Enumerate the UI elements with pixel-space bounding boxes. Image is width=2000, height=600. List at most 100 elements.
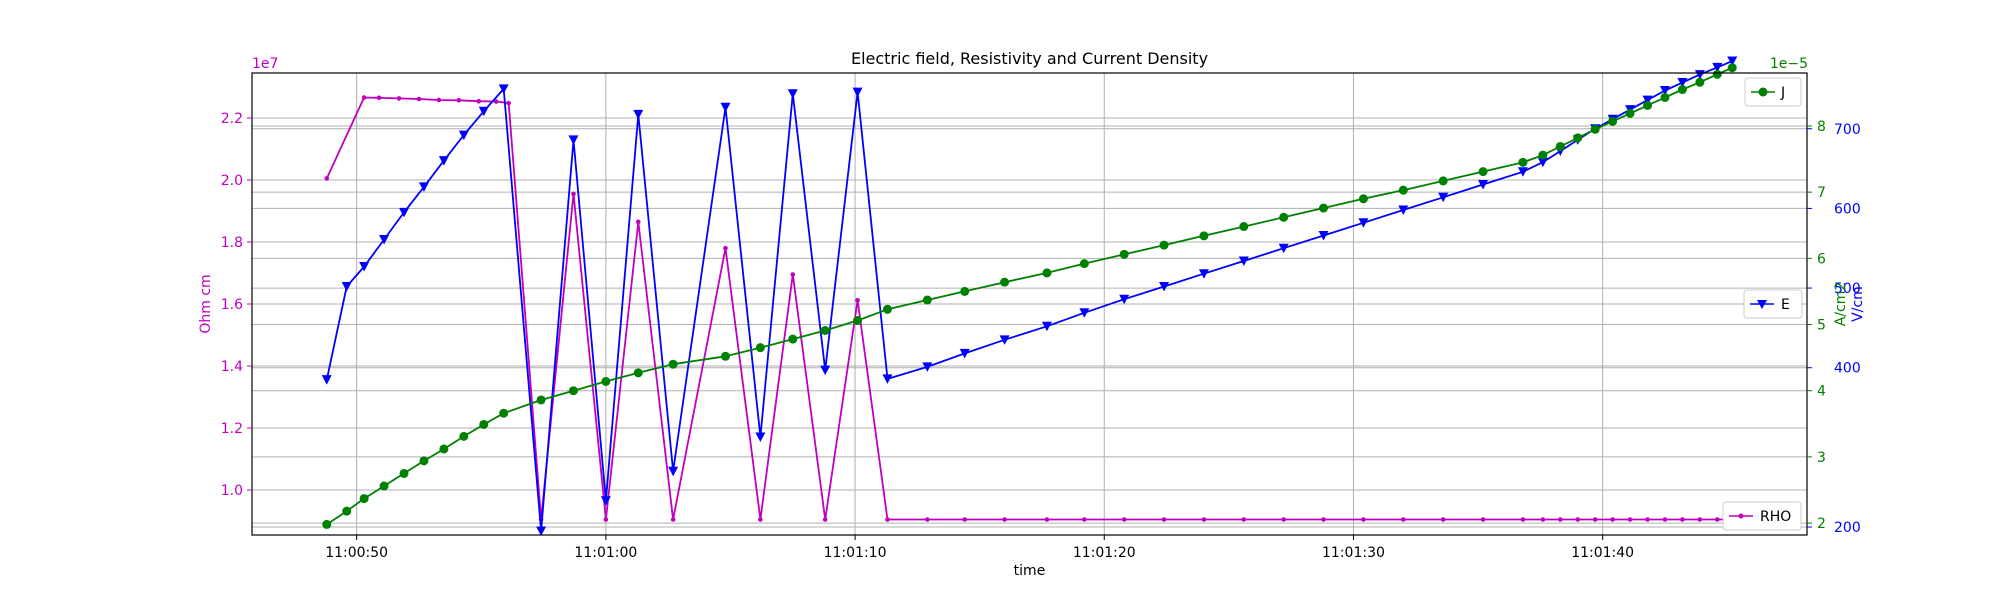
series-rho-point — [1575, 517, 1581, 522]
series-e-point — [1318, 230, 1329, 241]
series-j-point — [668, 359, 678, 369]
series-rho-point — [1714, 517, 1720, 522]
j-tick-label: 4 — [1817, 384, 1826, 400]
series-rho-point — [1201, 517, 1207, 522]
series-e-point — [341, 281, 352, 292]
x-tick-label: 11:01:00 — [574, 545, 637, 561]
j-tick-label: 5 — [1817, 318, 1826, 334]
legend-j-label: J — [1780, 85, 1785, 101]
j-tick-label: 3 — [1817, 450, 1826, 466]
series-rho-point — [822, 517, 828, 522]
j-tick-label: 8 — [1817, 119, 1826, 135]
series-e-point — [1198, 269, 1209, 279]
series-rho-point — [758, 517, 763, 522]
j-scale-label: 1e−5 — [1770, 56, 1808, 72]
series-e-point — [668, 466, 679, 477]
series-e-point — [498, 84, 509, 94]
j-tick-label: 6 — [1817, 251, 1826, 267]
series-rho-point — [376, 95, 382, 101]
series-e-point — [600, 496, 611, 506]
series-rho-point — [1002, 517, 1007, 522]
series-rho-point — [476, 98, 482, 104]
series-j-point — [755, 343, 765, 353]
series-e-point — [720, 102, 731, 113]
x-tick-label: 11:01:20 — [1073, 545, 1136, 561]
j-tick-label: 2 — [1817, 516, 1826, 532]
series-j-point — [1590, 124, 1600, 134]
x-tick-label: 11:01:10 — [824, 545, 887, 561]
legend-j-swatch-marker — [1758, 87, 1768, 97]
series-e-point — [1727, 56, 1738, 67]
series-j-point — [399, 468, 409, 478]
series-rho-point — [1241, 517, 1247, 522]
series-rho-point — [416, 96, 422, 102]
series-e-point — [1119, 294, 1130, 305]
series-rho-point — [1400, 517, 1406, 522]
series-rho-point — [1161, 517, 1167, 522]
rho-tick-label: 2.2 — [221, 111, 243, 127]
series-rho-point — [1697, 517, 1703, 522]
e-tick-label: 400 — [1834, 361, 1861, 377]
series-j-point — [419, 456, 429, 466]
x-tick-label: 11:01:40 — [1571, 545, 1634, 561]
series-rho-point — [1440, 517, 1446, 522]
series-rho-point — [925, 517, 930, 522]
series-rho-point — [361, 95, 367, 100]
series-j-point — [1358, 194, 1368, 204]
series-j-point — [1695, 77, 1705, 87]
series-j-point — [359, 494, 369, 504]
series-e-point — [1079, 308, 1090, 318]
series-j-point — [1042, 268, 1052, 278]
series-e-point — [820, 365, 831, 376]
series-j-point — [1677, 85, 1687, 95]
series-rho-point — [603, 517, 609, 522]
series-j-point — [1643, 100, 1653, 110]
rho-tick-label: 1.6 — [221, 297, 243, 313]
x-axis-label: time — [1014, 563, 1046, 579]
series-rho-point — [436, 97, 442, 103]
series-j-point — [788, 334, 798, 344]
axes-layer: 11:00:50 11:01:00 11:01:10 11:01:20 11:01:30… — [221, 111, 1861, 561]
series-e-point — [1041, 321, 1052, 332]
series-e-point — [1712, 62, 1723, 73]
series-rho-point — [1281, 517, 1286, 522]
series-e-point — [399, 207, 410, 218]
series-j-point — [1608, 116, 1618, 126]
series-j-point — [1159, 240, 1169, 250]
series-j-point — [439, 444, 449, 454]
series-e-point — [1517, 167, 1528, 177]
rho-tick-label: 2.0 — [221, 173, 243, 189]
series-j-point — [1538, 150, 1548, 160]
legend-rho-swatch-marker — [1738, 513, 1744, 519]
series-j-point — [1199, 231, 1209, 241]
series-rho-point — [396, 96, 402, 101]
series-j-point — [499, 408, 509, 418]
series-j-point — [568, 386, 578, 396]
series-rho-point — [635, 219, 641, 225]
series-j-point — [1398, 185, 1408, 195]
series-rho-point — [1121, 517, 1127, 522]
series-rho-point — [1520, 517, 1526, 522]
series-rho-point — [790, 272, 796, 277]
series-j-point — [882, 304, 892, 314]
e-tick-label: 500 — [1834, 281, 1861, 297]
series-j-point — [342, 506, 352, 516]
series-e-point — [321, 375, 332, 385]
series-e-point — [458, 130, 469, 141]
series-j-point — [1518, 157, 1528, 167]
series-j-point — [1478, 167, 1488, 177]
series-e-point — [959, 348, 970, 359]
series-e-point — [478, 106, 489, 117]
series-rho-point — [1082, 517, 1087, 522]
series-e-point — [633, 109, 644, 120]
x-tick-label: 11:01:30 — [1322, 545, 1385, 561]
legend-e-label: E — [1781, 297, 1790, 313]
series-e-point — [1537, 157, 1548, 168]
series-rho-point — [723, 245, 728, 251]
series-rho-point — [456, 97, 462, 103]
series-e-point — [922, 362, 933, 372]
series-j-point — [1712, 69, 1722, 79]
series-j-point — [379, 481, 389, 491]
